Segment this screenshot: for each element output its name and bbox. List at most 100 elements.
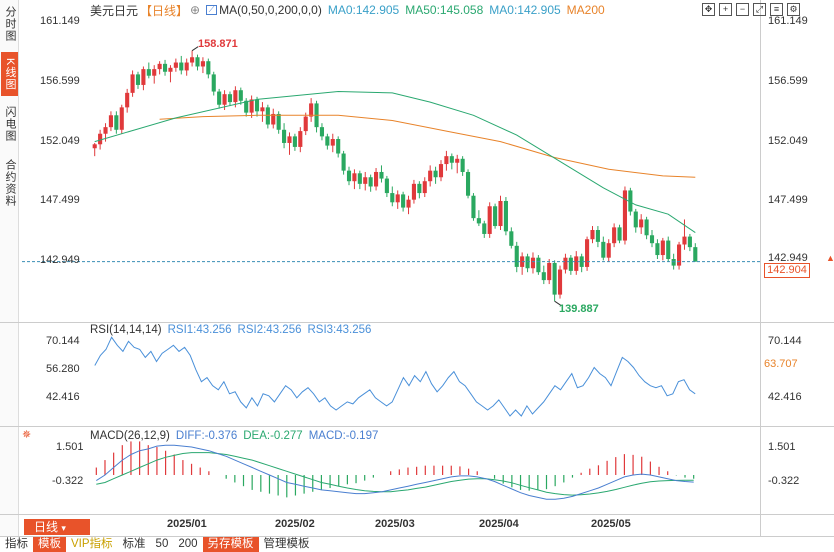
ma200-button[interactable]: 200 <box>178 538 198 550</box>
candle-body <box>574 256 579 271</box>
candle-body <box>276 113 281 130</box>
candle-body <box>433 170 438 178</box>
candle-body <box>368 177 373 187</box>
candle-body <box>590 229 595 240</box>
price-tick-right: 152.049 <box>768 135 808 147</box>
last-price-tag: 142.904 <box>764 263 810 278</box>
candle-body <box>482 223 487 234</box>
candle-body <box>530 257 536 269</box>
candle-body <box>606 243 611 258</box>
period-tag: 【日线】 <box>140 3 189 18</box>
candle-body <box>633 211 638 228</box>
dea-value: DEA:-0.277 <box>243 430 303 442</box>
candle-body <box>471 195 476 219</box>
candle-body <box>612 227 617 244</box>
expand-icon[interactable]: ⤢ <box>753 3 766 16</box>
candle-body <box>693 247 698 262</box>
candle-body <box>249 99 254 113</box>
settings-circle-icon[interactable]: ⊕ <box>190 3 201 17</box>
candle-body <box>190 57 195 63</box>
rsi-tick-left: 42.416 <box>46 391 80 403</box>
list-icon[interactable]: ≡ <box>770 3 783 16</box>
candle-body <box>547 262 552 281</box>
candle-body <box>568 257 573 271</box>
candle-body <box>384 178 389 194</box>
candle-body <box>379 171 384 179</box>
candle-body <box>455 158 460 163</box>
rsi-tick-right: 70.144 <box>768 335 802 347</box>
ma200-line <box>159 114 696 178</box>
tab-lightning[interactable]: 闪电图 <box>4 106 16 142</box>
candle-body <box>628 190 633 212</box>
candle-body <box>476 218 481 224</box>
candle-body <box>655 243 660 256</box>
candle-body <box>465 171 471 196</box>
candle-body <box>260 107 265 112</box>
candle-body <box>395 194 400 203</box>
macd-settings-icon[interactable]: ✵ <box>22 429 32 441</box>
candle-body <box>173 62 178 68</box>
standard-button[interactable]: 标准 <box>122 538 146 550</box>
candle-body <box>357 173 362 184</box>
candle-body <box>141 69 146 85</box>
indicator-button[interactable]: 指标 <box>5 538 28 550</box>
macd-tick-right: 1.501 <box>768 441 796 453</box>
time-tick: 2025/02 <box>275 518 315 530</box>
ma-config-icon[interactable]: ⟋ <box>206 5 218 15</box>
rsi-tick-left: 56.280 <box>46 363 80 375</box>
candle-body <box>184 62 189 71</box>
tab-timeshare[interactable]: 分时图 <box>4 6 16 42</box>
candle-body <box>563 257 568 270</box>
ma50-button[interactable]: 50 <box>155 538 169 550</box>
candle-body <box>179 62 184 71</box>
candle-body <box>146 69 151 76</box>
candle-body <box>330 139 335 146</box>
candle-body <box>617 227 622 241</box>
candle-body <box>644 219 649 236</box>
candle-body <box>444 156 449 165</box>
candle-body <box>428 170 433 182</box>
time-tick: 2025/03 <box>375 518 415 530</box>
rsi1-value: RSI1:43.256 <box>167 324 232 336</box>
candle-body <box>417 183 422 194</box>
candle-body <box>162 63 168 72</box>
dif-value: DIFF:-0.376 <box>175 430 238 442</box>
candle-body <box>325 136 330 146</box>
candle-body <box>238 90 243 101</box>
zoom-out-icon[interactable]: − <box>736 3 749 16</box>
high-marker <box>191 46 199 52</box>
tab-kline[interactable]: K线图 <box>1 52 18 96</box>
candle-body <box>125 92 130 108</box>
ma-label: MA(0,50,0,200,0,0) <box>219 3 322 17</box>
candle-body <box>509 231 514 246</box>
save-template-button[interactable]: 另存模板 <box>202 537 259 552</box>
candle-body <box>460 158 465 172</box>
sidebar-tabs: 分时图 K线图 闪电图 合约资料 <box>0 0 19 536</box>
dif-line <box>96 444 694 500</box>
candle-body <box>135 74 141 85</box>
ma0b-value: MA0:142.905 <box>489 3 561 17</box>
candle-body <box>682 236 687 245</box>
candle-body <box>449 156 454 163</box>
rsi-current-tag: 63.707 <box>764 357 804 371</box>
candle-body <box>265 107 270 125</box>
candle-body <box>498 200 503 227</box>
candle-body <box>687 236 692 248</box>
move-icon[interactable]: ✥ <box>702 3 715 16</box>
candle-body <box>666 240 671 260</box>
time-tick: 2025/04 <box>479 518 519 530</box>
rsi-title: RSI(14,14,14) <box>90 324 162 336</box>
gear-icon[interactable]: ⚙ <box>787 3 800 16</box>
tab-contract-info[interactable]: 合约资料 <box>4 159 16 207</box>
candle-body <box>639 219 644 228</box>
manage-template-button[interactable]: 管理模板 <box>263 538 310 550</box>
candle-body <box>552 262 557 295</box>
period-button[interactable]: 日线 ▾ <box>24 519 90 535</box>
zoom-in-icon[interactable]: + <box>719 3 732 16</box>
template-button[interactable]: 模板 <box>33 537 66 552</box>
candle-body <box>233 90 238 103</box>
candle-body <box>168 67 173 72</box>
vip-indicator-button[interactable]: VIP指标 <box>71 538 113 550</box>
candle-body <box>108 115 113 128</box>
price-tick-right: 156.599 <box>768 75 808 87</box>
